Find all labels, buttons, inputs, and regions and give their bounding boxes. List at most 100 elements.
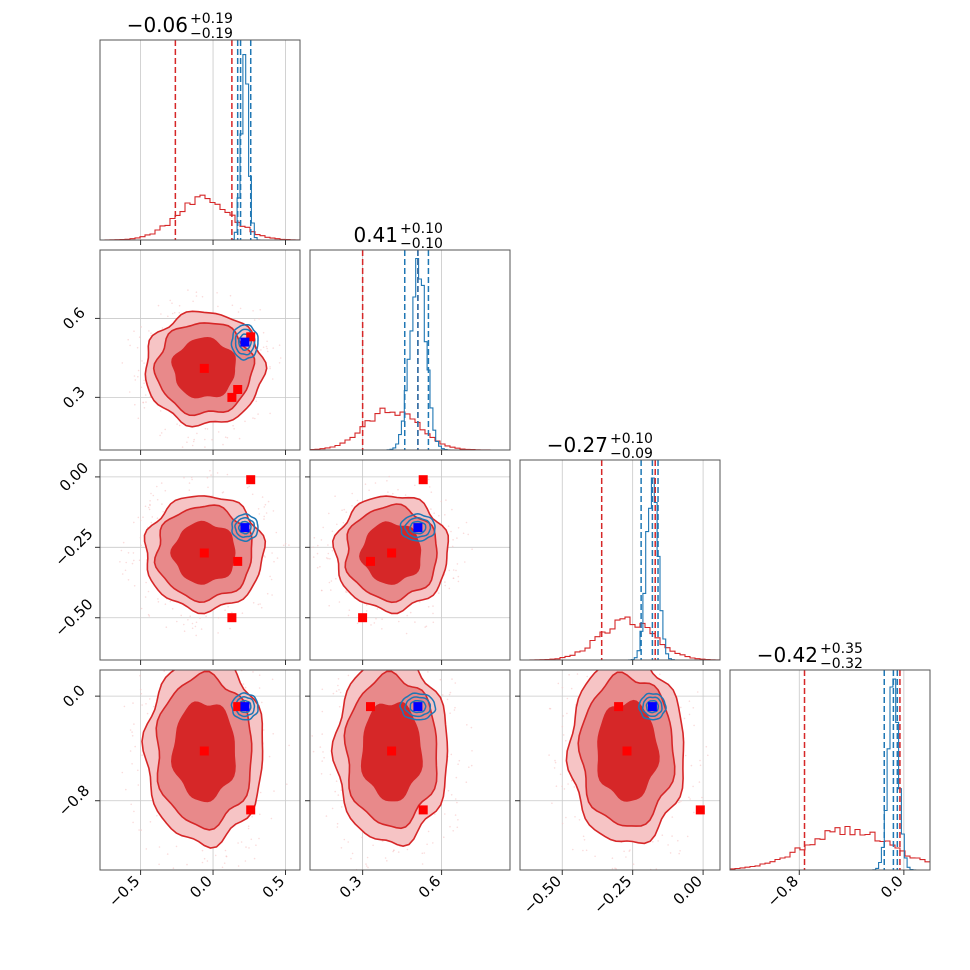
scatter-point [125,561,127,564]
scatter-point [171,608,174,610]
scatter-point [200,624,202,626]
scatter-point [223,862,226,864]
scatter-point [393,665,395,667]
scatter-point [423,871,425,873]
scatter-point [386,480,388,482]
scatter-point [448,569,451,572]
scatter-point [216,472,219,474]
contour-narrow [409,520,427,535]
panel-content [119,469,290,637]
scatter-point [141,360,143,362]
scatter-point [204,427,207,430]
scatter-point [175,845,178,848]
scatter-point [346,591,348,593]
scatter-point [669,639,671,641]
scatter-point [164,489,167,492]
scatter-point [128,391,131,393]
scatter-point [464,561,466,563]
scatter-point [196,432,198,435]
scatter-point [177,664,179,666]
scatter-point [160,313,162,315]
scatter-point [138,829,140,831]
scatter-point [139,674,141,677]
title-lower-error: −0.32 [820,656,863,672]
scatter-point [335,577,337,580]
scatter-point [259,813,261,816]
scatter-point [253,319,256,321]
scatter-point [451,545,454,548]
scatter-point [257,508,260,510]
scatter-point [447,789,450,792]
scatter-point [198,619,200,621]
scatter-point [282,544,285,547]
scatter-point [640,619,642,621]
scatter-point [141,754,143,756]
scatter-point [144,505,147,508]
scatter-point [392,881,394,883]
scatter-point [451,678,453,680]
scatter-point [143,362,145,364]
scatter-point [620,654,622,656]
scatter-point [262,331,265,334]
panel-frame [99,249,301,451]
scatter-point [427,671,429,673]
title-lower-error: −0.09 [610,446,653,462]
scatter-point [137,769,139,772]
scatter-point [455,776,458,779]
scatter-point [156,498,159,501]
title-upper-error: +0.10 [400,221,443,237]
scatter-point [561,822,564,825]
scatter-point [570,687,573,690]
marker-red [227,613,237,623]
x-tick-label: 0.0 [877,872,907,902]
scatter-point [272,733,275,735]
scatter-point [143,658,145,660]
scatter-point [147,613,150,616]
scatter-point [338,689,340,691]
scatter-point [241,612,244,614]
contour-narrow [404,696,432,718]
scatter-point [178,304,181,307]
scatter-point [364,483,367,486]
scatter-point [407,647,409,649]
scatter-point [330,589,332,591]
scatter-point [161,503,163,505]
scatter-point [229,294,232,297]
scatter-point [194,625,197,628]
scatter-point [178,424,181,427]
scatter-point [266,350,269,353]
scatter-point [655,868,658,870]
scatter-point [367,866,369,869]
scatter-point [217,305,219,308]
scatter-point [169,299,171,302]
scatter-point [427,647,429,649]
scatter-point [238,437,241,440]
scatter-point [258,513,261,515]
title-1: 0.41 +0.10−0.10 [353,221,442,252]
scatter-point [342,521,345,524]
scatter-point [146,712,149,715]
scatter-point [169,600,172,603]
scatter-point [692,707,695,709]
title-value: 0.41 [353,223,398,247]
scatter-point [398,620,400,623]
scatter-point [693,724,695,727]
scatter-point [320,773,323,775]
scatter-point [141,704,143,706]
scatter-point [312,556,315,558]
scatter-point [255,844,257,846]
scatter-point [244,420,246,423]
scatter-point [268,755,271,758]
scatter-point [159,434,161,437]
scatter-point [140,829,142,831]
scatter-point [669,852,672,854]
scatter-point [548,707,551,710]
panel-content [121,619,290,869]
scatter-point [214,854,217,857]
scatter-point [319,746,322,748]
scatter-point [331,530,334,533]
scatter-point [331,807,334,810]
scatter-point [246,486,249,489]
scatter-point [605,665,607,667]
scatter-point [387,877,389,879]
